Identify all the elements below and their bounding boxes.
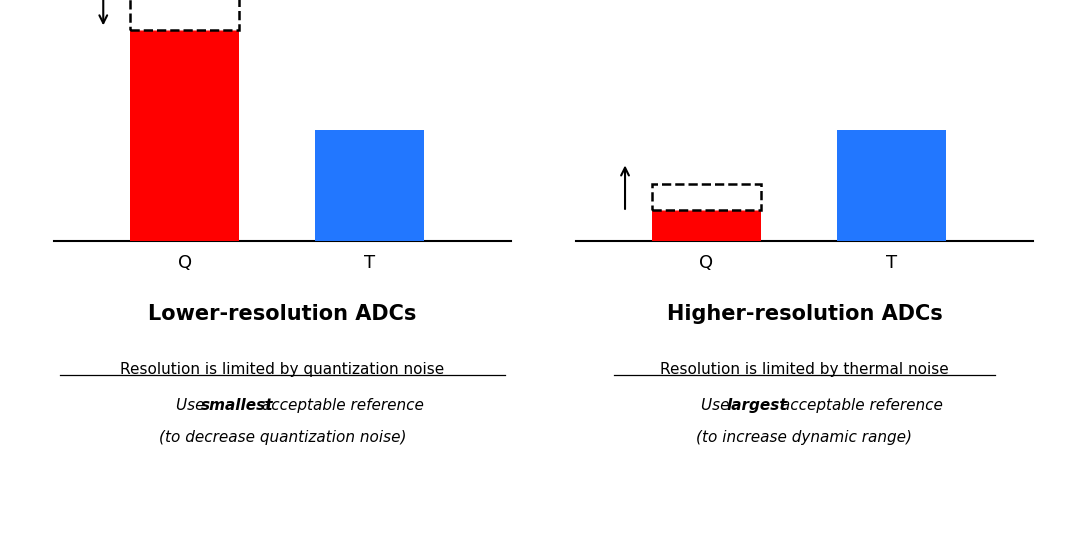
Text: acceptable reference: acceptable reference	[258, 398, 424, 413]
Text: Resolution is limited by thermal noise: Resolution is limited by thermal noise	[660, 362, 949, 377]
Text: (to decrease quantization noise): (to decrease quantization noise)	[159, 430, 407, 445]
Text: Q: Q	[700, 254, 713, 273]
Text: smallest: smallest	[201, 398, 273, 413]
Text: largest: largest	[726, 398, 787, 413]
Text: Q: Q	[178, 254, 191, 273]
Text: T: T	[364, 254, 375, 273]
Bar	[130, 0, 239, 30]
Text: Resolution is limited by quantization noise: Resolution is limited by quantization no…	[121, 362, 445, 377]
Text: T: T	[886, 254, 897, 273]
Text: (to increase dynamic range): (to increase dynamic range)	[697, 430, 912, 445]
Bar	[652, 210, 761, 241]
Text: Use: Use	[701, 398, 734, 413]
Bar	[837, 130, 946, 241]
Text: acceptable reference: acceptable reference	[775, 398, 942, 413]
Bar	[130, 30, 239, 241]
Bar	[315, 130, 424, 241]
Text: Lower-resolution ADCs: Lower-resolution ADCs	[149, 304, 416, 324]
Bar	[652, 184, 761, 210]
Text: Higher-resolution ADCs: Higher-resolution ADCs	[666, 304, 942, 324]
Text: Use: Use	[176, 398, 209, 413]
